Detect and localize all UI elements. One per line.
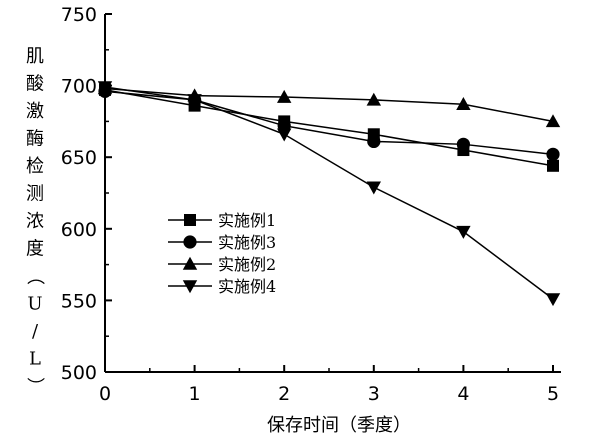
data-point [546,147,560,161]
axes: 500 550 600 650 700 750 0 1 2 3 4 5 [61,4,561,405]
series-line [104,87,554,123]
data-point [277,128,292,142]
series-line [104,86,554,300]
data-point [97,81,113,95]
data-point [187,94,202,108]
y-axis-title-char: 肌 [26,46,44,67]
data-point [277,89,292,103]
data-point [545,293,561,307]
y-tick-label: 550 [61,290,97,312]
x-tick-label: 3 [368,383,380,405]
y-tick-label: 600 [61,219,97,241]
y-axis-title-char: L [29,349,41,370]
y-tick-label: 700 [61,76,97,98]
legend-item: 实施例1 [168,211,276,230]
series [97,81,561,307]
data-point [545,114,561,128]
data-point [366,92,381,106]
data-point [456,137,470,151]
y-axis-title-char: 测 [26,184,44,205]
y-axis-title-char: 度 [26,239,44,260]
series [97,81,561,128]
legend-item: 实施例2 [168,255,276,274]
y-axis-title-char: ） [24,377,45,395]
series-layer [97,81,561,307]
data-point [456,225,471,239]
legend-item: 实施例4 [168,277,276,296]
data-point [366,181,381,195]
y-axis-title-char: / [32,321,39,342]
y-axis-title-char: 浓 [26,211,44,232]
x-axis-title: 保存时间（季度） [267,415,411,436]
legend-item: 实施例3 [168,233,276,252]
legend-label: 实施例1 [218,211,276,230]
legend-marker [183,235,197,249]
y-axis-title-char: （ [24,267,45,285]
y-axis-title-char: 酶 [26,129,44,150]
y-axis-title-char: 激 [26,101,44,122]
data-point [456,97,471,110]
legend-label: 实施例3 [218,233,276,252]
series-line [104,90,554,156]
x-tick-label: 1 [189,383,201,405]
x-tick-label: 4 [457,383,469,405]
x-tick-label: 5 [547,383,559,405]
x-tick-label: 0 [99,383,111,405]
legend-marker [182,256,198,270]
legend: 实施例1 实施例3 实施例2 实施例4 [168,211,276,296]
data-point [367,134,381,149]
y-tick-label: 650 [61,147,97,169]
y-axis-title-char: U [27,294,42,315]
legend-label: 实施例2 [218,255,276,274]
y-axis-title-char: 酸 [26,74,44,95]
series-line [104,89,554,167]
data-point [547,159,559,172]
legend-marker [184,214,196,226]
legend-label: 实施例4 [218,277,276,296]
y-tick-label: 750 [61,4,97,26]
y-tick-label: 500 [61,362,97,384]
y-axis-title-char: 检 [26,156,44,177]
x-tick-label: 2 [278,383,290,405]
legend-marker [182,280,198,294]
